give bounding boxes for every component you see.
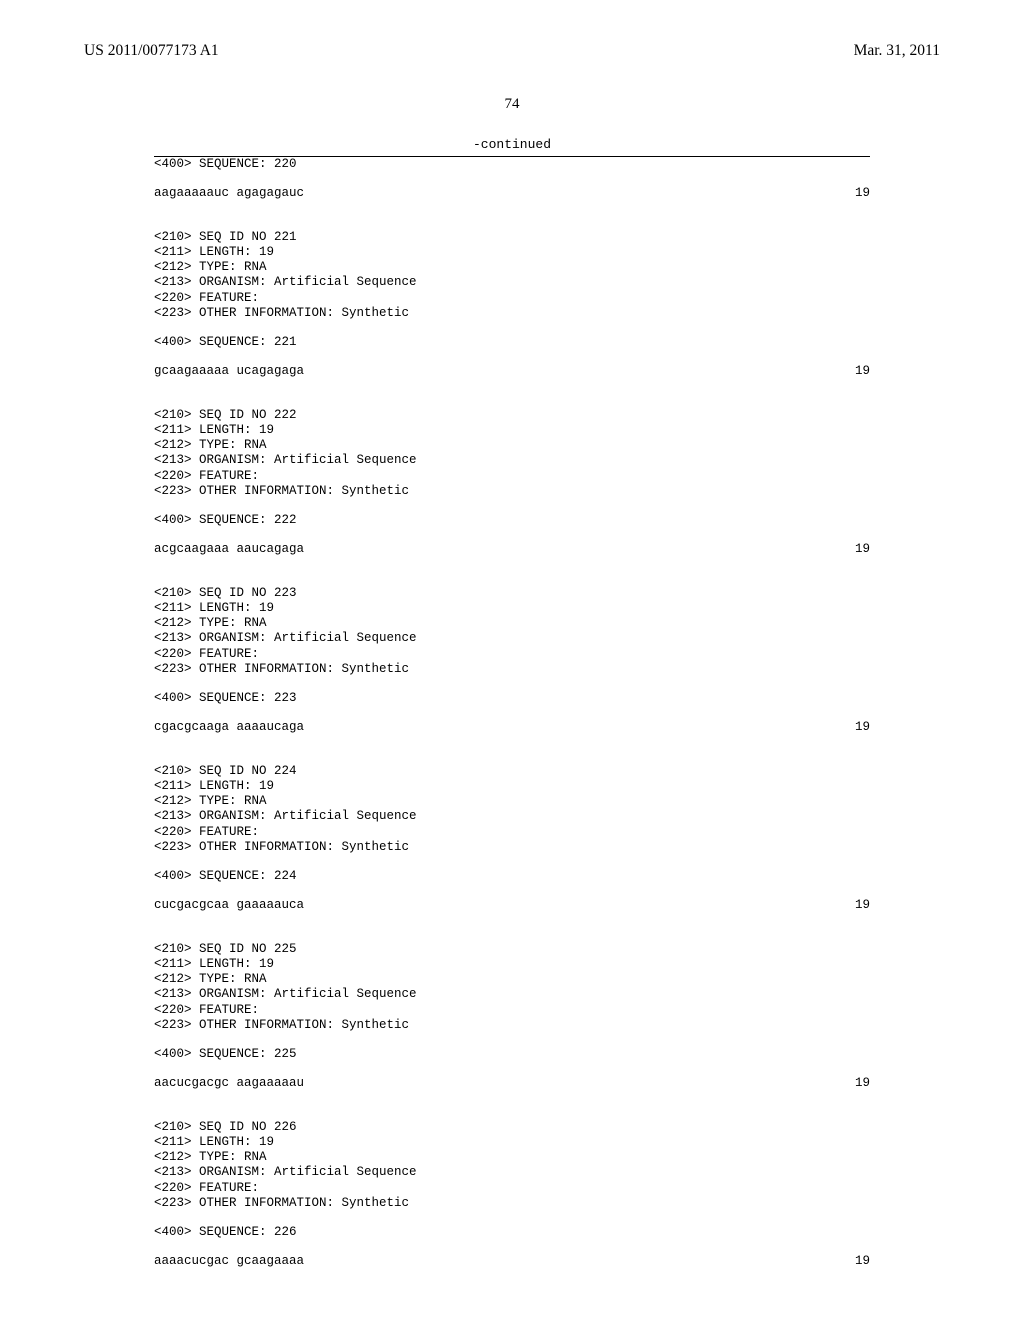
seq-400-line: <400> SEQUENCE: 224: [154, 869, 870, 884]
sequence-row: acgcaagaaa aaucagaga 19: [154, 542, 870, 557]
sequence-text: aagaaaaauc agagagauc: [154, 186, 304, 201]
seq-400-line: <400> SEQUENCE: 220: [154, 157, 870, 172]
seq-header-line: <210> SEQ ID NO 223: [154, 586, 870, 601]
seq-header-line: <220> FEATURE:: [154, 469, 870, 484]
seq-header-line: <223> OTHER INFORMATION: Synthetic: [154, 840, 870, 855]
seq-header-line: <220> FEATURE:: [154, 647, 870, 662]
seq-400-line: <400> SEQUENCE: 223: [154, 691, 870, 706]
seq-header-line: <210> SEQ ID NO 224: [154, 764, 870, 779]
sequence-length: 19: [855, 720, 870, 735]
sequence-length: 19: [855, 898, 870, 913]
seq-400-line: <400> SEQUENCE: 226: [154, 1225, 870, 1240]
seq-header-line: <210> SEQ ID NO 225: [154, 942, 870, 957]
seq-400-line: <400> SEQUENCE: 225: [154, 1047, 870, 1062]
page: US 2011/0077173 A1 Mar. 31, 2011 74 -con…: [0, 0, 1024, 1320]
sequence-listing: <400> SEQUENCE: 220 aagaaaaauc agagagauc…: [0, 156, 1024, 1270]
seq-header-line: <223> OTHER INFORMATION: Synthetic: [154, 306, 870, 321]
seq-header-line: <211> LENGTH: 19: [154, 779, 870, 794]
sequence-text: aacucgacgc aagaaaaau: [154, 1076, 304, 1091]
sequence-length: 19: [855, 186, 870, 201]
sequence-length: 19: [855, 364, 870, 379]
seq-header-line: <220> FEATURE:: [154, 1003, 870, 1018]
seq-header-line: <211> LENGTH: 19: [154, 1135, 870, 1150]
sequence-row: cucgacgcaa gaaaaauca 19: [154, 898, 870, 913]
sequence-text: acgcaagaaa aaucagaga: [154, 542, 304, 557]
seq-header-line: <211> LENGTH: 19: [154, 245, 870, 260]
sequence-row: aaaacucgac gcaagaaaa 19: [154, 1254, 870, 1269]
seq-header-line: <210> SEQ ID NO 226: [154, 1120, 870, 1135]
seq-header-line: <223> OTHER INFORMATION: Synthetic: [154, 1196, 870, 1211]
seq-400-line: <400> SEQUENCE: 222: [154, 513, 870, 528]
publication-date: Mar. 31, 2011: [854, 42, 940, 60]
seq-header-line: <213> ORGANISM: Artificial Sequence: [154, 453, 870, 468]
seq-header-line: <210> SEQ ID NO 221: [154, 230, 870, 245]
seq-header-line: <213> ORGANISM: Artificial Sequence: [154, 1165, 870, 1180]
seq-header-line: <212> TYPE: RNA: [154, 1150, 870, 1165]
sequence-text: cucgacgcaa gaaaaauca: [154, 898, 304, 913]
seq-header-line: <212> TYPE: RNA: [154, 972, 870, 987]
seq-header-line: <212> TYPE: RNA: [154, 616, 870, 631]
seq-header-line: <223> OTHER INFORMATION: Synthetic: [154, 1018, 870, 1033]
seq-header-line: <220> FEATURE:: [154, 291, 870, 306]
sequence-row: cgacgcaaga aaaaucaga 19: [154, 720, 870, 735]
sequence-length: 19: [855, 542, 870, 557]
seq-400-line: <400> SEQUENCE: 221: [154, 335, 870, 350]
sequence-row: gcaagaaaaa ucagagaga 19: [154, 364, 870, 379]
sequence-text: aaaacucgac gcaagaaaa: [154, 1254, 304, 1269]
seq-header-line: <211> LENGTH: 19: [154, 957, 870, 972]
sequence-row: aagaaaaauc agagagauc 19: [154, 186, 870, 201]
seq-header-line: <212> TYPE: RNA: [154, 438, 870, 453]
page-number: 74: [0, 96, 1024, 113]
seq-header-line: <213> ORGANISM: Artificial Sequence: [154, 275, 870, 290]
seq-header-line: <223> OTHER INFORMATION: Synthetic: [154, 662, 870, 677]
seq-header-line: <223> OTHER INFORMATION: Synthetic: [154, 484, 870, 499]
seq-header-line: <211> LENGTH: 19: [154, 601, 870, 616]
seq-header-line: <212> TYPE: RNA: [154, 794, 870, 809]
seq-header-line: <211> LENGTH: 19: [154, 423, 870, 438]
publication-number: US 2011/0077173 A1: [84, 42, 219, 60]
sequence-text: gcaagaaaaa ucagagaga: [154, 364, 304, 379]
sequence-length: 19: [855, 1254, 870, 1269]
continued-label: -continued: [0, 137, 1024, 152]
sequence-row: aacucgacgc aagaaaaau 19: [154, 1076, 870, 1091]
seq-header-line: <210> SEQ ID NO 222: [154, 408, 870, 423]
seq-header-line: <220> FEATURE:: [154, 1181, 870, 1196]
seq-header-line: <213> ORGANISM: Artificial Sequence: [154, 987, 870, 1002]
sequence-length: 19: [855, 1076, 870, 1091]
seq-header-line: <212> TYPE: RNA: [154, 260, 870, 275]
header: US 2011/0077173 A1 Mar. 31, 2011: [0, 0, 1024, 60]
seq-header-line: <213> ORGANISM: Artificial Sequence: [154, 809, 870, 824]
seq-header-line: <213> ORGANISM: Artificial Sequence: [154, 631, 870, 646]
sequence-text: cgacgcaaga aaaaucaga: [154, 720, 304, 735]
seq-header-line: <220> FEATURE:: [154, 825, 870, 840]
